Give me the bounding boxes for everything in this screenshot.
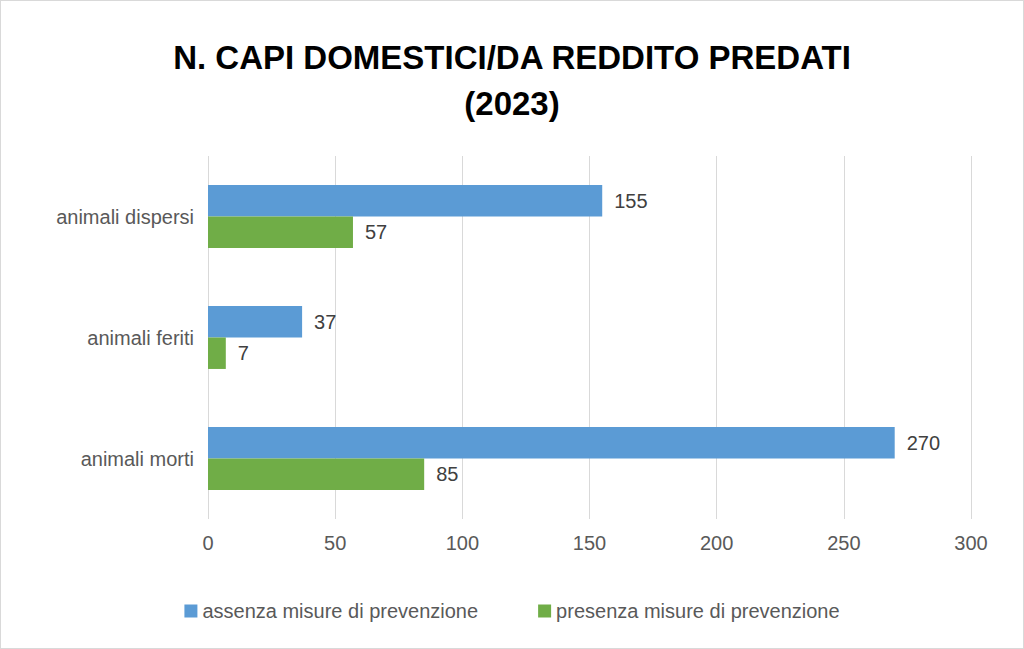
svg-text:(2023): (2023) — [464, 85, 559, 122]
svg-text:155: 155 — [614, 190, 647, 212]
svg-text:37: 37 — [314, 311, 336, 333]
svg-text:presenza misure di prevenzione: presenza misure di prevenzione — [556, 600, 840, 622]
svg-text:270: 270 — [907, 432, 940, 454]
svg-text:250: 250 — [827, 532, 860, 554]
svg-text:animali morti: animali morti — [81, 448, 194, 470]
svg-text:150: 150 — [573, 532, 606, 554]
svg-text:N. CAPI DOMESTICI/DA REDDITO P: N. CAPI DOMESTICI/DA REDDITO PREDATI — [173, 39, 851, 76]
svg-text:300: 300 — [954, 532, 987, 554]
svg-text:0: 0 — [202, 532, 213, 554]
svg-text:animali feriti: animali feriti — [87, 327, 194, 349]
svg-text:57: 57 — [365, 221, 387, 243]
svg-text:50: 50 — [324, 532, 346, 554]
svg-text:animali dispersi: animali dispersi — [56, 206, 194, 228]
svg-text:7: 7 — [238, 342, 249, 364]
svg-text:85: 85 — [436, 463, 458, 485]
svg-text:200: 200 — [700, 532, 733, 554]
svg-text:assenza misure di prevenzione: assenza misure di prevenzione — [202, 600, 478, 622]
svg-text:100: 100 — [446, 532, 479, 554]
